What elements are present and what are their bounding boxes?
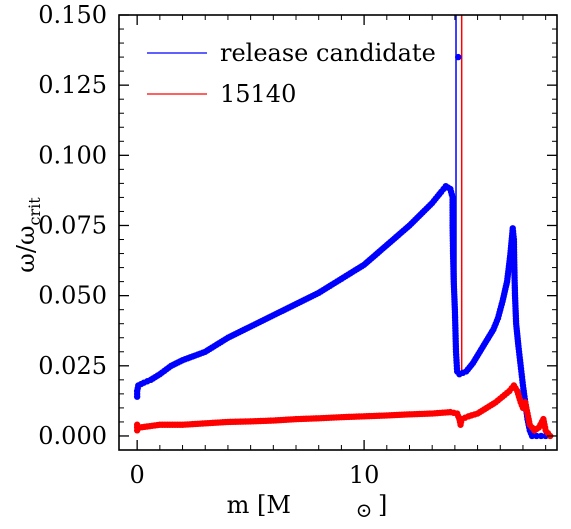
axes-frame: [118, 14, 558, 451]
series-1: [133, 53, 549, 440]
legend-label-15140: 15140: [220, 80, 296, 108]
legend-label-release-candidate: release candidate: [220, 39, 436, 67]
x-axis-label: m [M: [227, 491, 291, 519]
y-tick-label: 0.100: [38, 141, 107, 169]
axes-layer: 0.000 0.025 0.050 0.075 0.100 0.125 0.150 0 10: [38, 1, 558, 489]
data-point: [528, 432, 536, 440]
x-axis-label-symbol: ⊙: [356, 498, 373, 522]
data-point: [533, 432, 540, 440]
y-tick-label: 0.075: [38, 211, 107, 239]
x-axis-label-close: ]: [378, 491, 387, 519]
svg-text:ω/ωcrit: ω/ωcrit: [12, 197, 44, 273]
y-axis-label: ω/ωcrit: [12, 197, 44, 273]
series-2: [133, 382, 554, 440]
y-axis-label-sub: crit: [25, 197, 44, 226]
data-point: [537, 432, 545, 440]
y-tick-label: 0.050: [38, 282, 107, 310]
data-point: [455, 53, 462, 61]
x-tick-label: 10: [349, 461, 380, 489]
y-tick-label: 0.025: [38, 352, 107, 380]
legend: release candidate 15140: [147, 39, 436, 108]
y-tick-label: 0.125: [38, 71, 107, 99]
series-layer: [133, 15, 554, 440]
y-tick-label: 0.150: [38, 1, 107, 29]
x-tick-label: 0: [130, 461, 145, 489]
y-tick-label: 0.000: [38, 422, 107, 450]
